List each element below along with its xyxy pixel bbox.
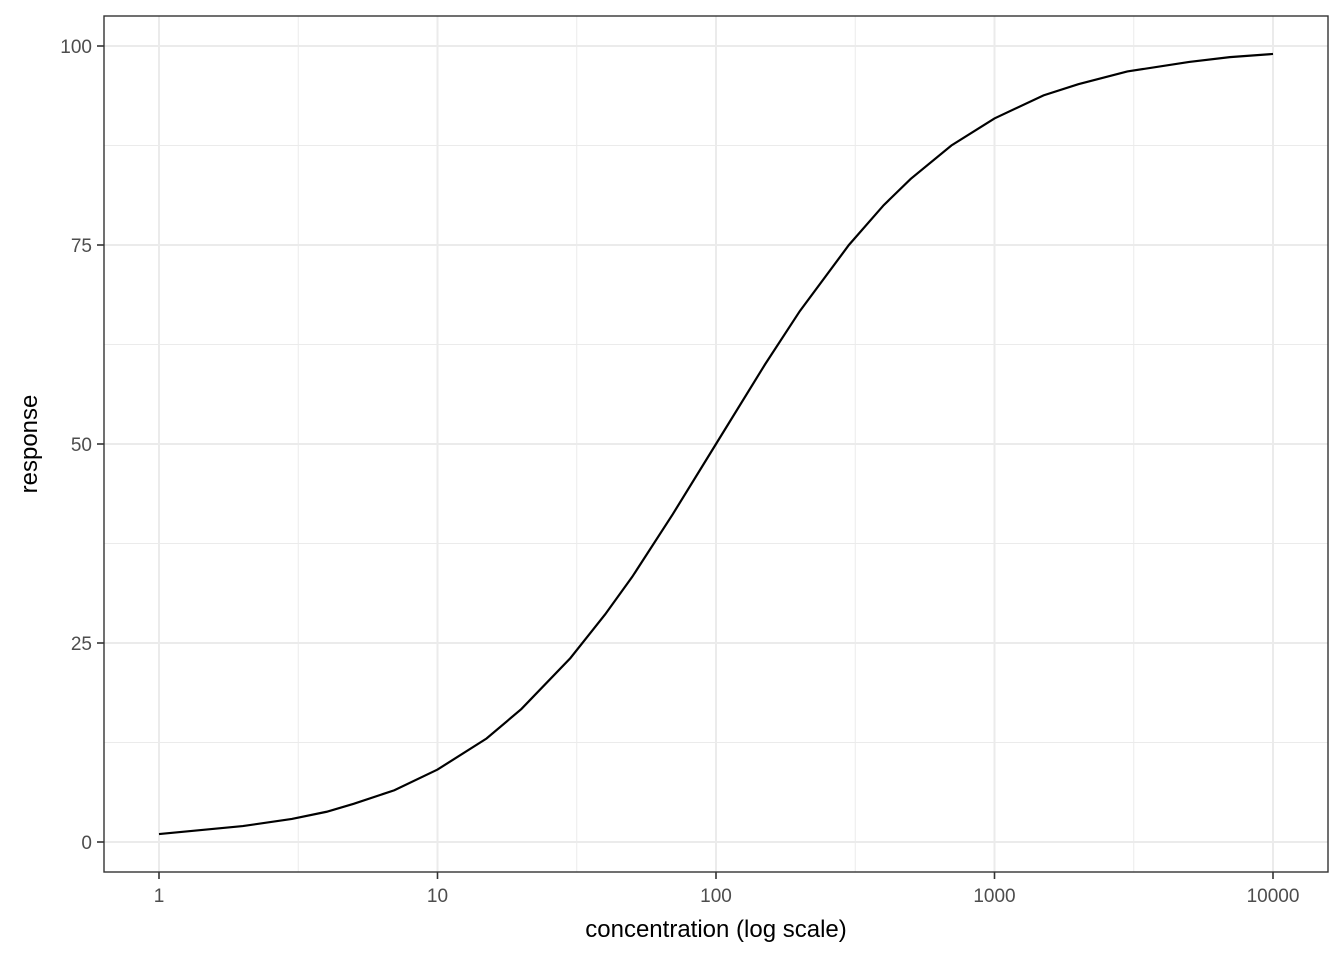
x-tick-label: 10000: [1247, 886, 1300, 907]
x-axis-label: concentration (log scale): [585, 916, 846, 943]
x-tick-label: 1000: [973, 886, 1015, 907]
y-tick-label: 50: [71, 435, 92, 456]
x-tick-label: 1: [154, 886, 165, 907]
y-axis-label: response: [16, 395, 43, 494]
x-tick-label: 10: [427, 886, 448, 907]
y-tick-label: 75: [71, 236, 92, 257]
y-tick-label: 0: [81, 833, 92, 854]
y-tick-label: 25: [71, 634, 92, 655]
axis-ticks: 1 10 100 1000 10000 0 25 50 75 100: [60, 37, 1299, 907]
x-tick-label: 100: [700, 886, 732, 907]
series-line: [158, 52, 1274, 836]
y-tick-label: 100: [60, 37, 92, 58]
